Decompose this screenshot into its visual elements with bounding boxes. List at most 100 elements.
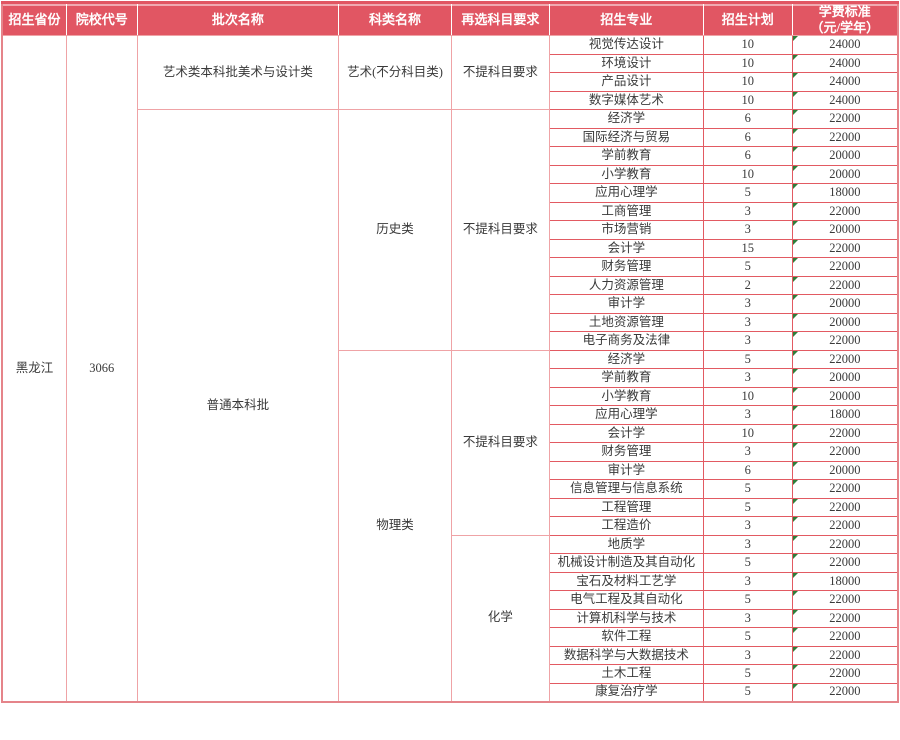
plan-cell-label: 5 <box>744 684 751 699</box>
tuition-cell: 22000 <box>791 331 899 351</box>
table-row: 小学教育 10 20000 <box>2 164 899 185</box>
tuition-cell-label: 18000 <box>829 185 861 200</box>
plan-cell: 5 <box>702 479 793 499</box>
requirement-cell-label: 不提科目要求 <box>462 64 538 79</box>
tuition-cell-label: 22000 <box>829 481 861 496</box>
major-cell: 电子商务及法律 <box>548 331 704 351</box>
tuition-cell: 22000 <box>791 479 899 499</box>
major-cell-label: 财务管理 <box>601 444 652 459</box>
plan-cell: 5 <box>702 183 793 203</box>
corner-marker-icon <box>793 628 798 634</box>
major-cell-label: 小学教育 <box>601 388 652 403</box>
major-cell: 审计学 <box>548 294 704 314</box>
major-cell-label: 经济学 <box>607 111 646 126</box>
plan-cell-label: 15 <box>741 240 755 255</box>
corner-marker-icon <box>793 221 798 227</box>
table-row: 电子商务及法律 3 22000 <box>2 331 899 351</box>
major-cell: 市场营销 <box>548 220 704 240</box>
major-cell: 财务管理 <box>548 442 704 462</box>
table-row: 康复治疗学 5 22000 <box>2 682 899 703</box>
tuition-cell-label: 22000 <box>829 666 861 681</box>
plan-cell-label: 3 <box>744 536 751 551</box>
table-row: 会计学 10 22000 <box>2 423 899 444</box>
corner-marker-icon <box>793 147 798 153</box>
tuition-cell-label: 22000 <box>829 129 861 144</box>
table-row: 普通本科批 历史类 不提科目要求 经济学 6 22000 <box>2 109 899 703</box>
corner-marker-icon <box>793 480 798 486</box>
category-cell: 历史类 <box>338 109 452 351</box>
major-cell: 小学教育 <box>548 386 704 407</box>
major-cell: 财务管理 <box>548 257 704 277</box>
column-header-province: 招生省份 <box>2 2 67 37</box>
major-cell: 机械设计制造及其自动化 <box>548 553 704 573</box>
plan-cell: 3 <box>702 516 793 536</box>
plan-cell-label: 3 <box>744 518 751 533</box>
tuition-cell-label: 20000 <box>829 222 861 237</box>
tuition-cell: 20000 <box>791 294 899 314</box>
table-row: 工商管理 3 22000 <box>2 201 899 222</box>
plan-cell: 3 <box>702 201 793 222</box>
major-cell: 应用心理学 <box>548 405 704 425</box>
corner-marker-icon <box>793 332 798 338</box>
table-row: 应用心理学 5 18000 <box>2 183 899 203</box>
major-cell: 环境设计 <box>548 53 704 74</box>
admissions-table: 招生省份 院校代号 批次名称 科类名称 再选科目要求 招生专业 招生计划 学费标准 （元/学年… <box>1 1 899 703</box>
major-cell: 土木工程 <box>548 664 704 684</box>
tuition-cell: 22000 <box>791 275 899 296</box>
category-cell-label: 艺术(不分科目类) <box>347 64 443 79</box>
tuition-cell-label: 22000 <box>829 647 861 662</box>
tuition-cell-label: 22000 <box>829 111 861 126</box>
plan-cell: 10 <box>702 164 793 185</box>
tuition-cell-label: 22000 <box>829 240 861 255</box>
plan-cell-label: 6 <box>744 129 751 144</box>
corner-marker-icon <box>793 665 798 671</box>
plan-cell: 3 <box>702 442 793 462</box>
major-cell-label: 国际经济与贸易 <box>582 129 671 144</box>
major-cell-label: 工程管理 <box>601 499 652 514</box>
major-cell: 学前教育 <box>548 368 704 388</box>
tuition-cell: 22000 <box>791 516 899 536</box>
major-cell: 工商管理 <box>548 201 704 222</box>
plan-cell-label: 5 <box>744 499 751 514</box>
table-row: 工程造价 3 22000 <box>2 516 899 536</box>
major-cell-label: 环境设计 <box>601 55 652 70</box>
tuition-cell: 20000 <box>791 220 899 240</box>
tuition-cell: 22000 <box>791 127 899 148</box>
tuition-cell-label: 18000 <box>829 407 861 422</box>
major-cell: 经济学 <box>548 109 704 129</box>
plan-cell: 3 <box>702 220 793 240</box>
major-cell-label: 应用心理学 <box>595 407 658 422</box>
tuition-cell: 22000 <box>791 423 899 444</box>
tuition-cell-label: 20000 <box>829 462 861 477</box>
plan-cell: 6 <box>702 127 793 148</box>
major-cell-label: 学前教育 <box>601 148 652 163</box>
major-cell-label: 工程造价 <box>601 518 652 533</box>
major-cell-label: 计算机科学与技术 <box>576 610 677 625</box>
tuition-cell: 18000 <box>791 405 899 425</box>
requirement-cell: 不提科目要求 <box>450 35 550 111</box>
major-cell: 数据科学与大数据技术 <box>548 645 704 666</box>
plan-cell: 5 <box>702 497 793 518</box>
plan-cell-label: 10 <box>741 37 755 52</box>
plan-cell-label: 5 <box>744 629 751 644</box>
category-cell-label: 物理类 <box>376 517 414 532</box>
column-header-major: 招生专业 <box>549 2 704 37</box>
tuition-cell: 20000 <box>791 386 899 407</box>
tuition-cell: 22000 <box>791 590 899 610</box>
table-row: 会计学 15 22000 <box>2 238 899 259</box>
table-row: 软件工程 5 22000 <box>2 627 899 647</box>
plan-cell-label: 5 <box>744 592 751 607</box>
major-cell-label: 财务管理 <box>601 259 652 274</box>
tuition-cell: 22000 <box>791 534 899 555</box>
tuition-cell: 22000 <box>791 664 899 684</box>
tuition-cell: 22000 <box>791 349 899 370</box>
province-cell-label: 黑龙江 <box>15 360 54 375</box>
table-row: 审计学 3 20000 <box>2 294 899 314</box>
tuition-cell: 22000 <box>791 682 899 703</box>
province-cell: 黑龙江 <box>1 35 67 703</box>
major-cell-label: 会计学 <box>607 425 646 440</box>
major-cell-label: 信息管理与信息系统 <box>570 481 683 496</box>
major-cell-label: 会计学 <box>607 240 646 255</box>
tuition-cell-label: 18000 <box>829 573 861 588</box>
plan-cell-label: 10 <box>741 388 755 403</box>
